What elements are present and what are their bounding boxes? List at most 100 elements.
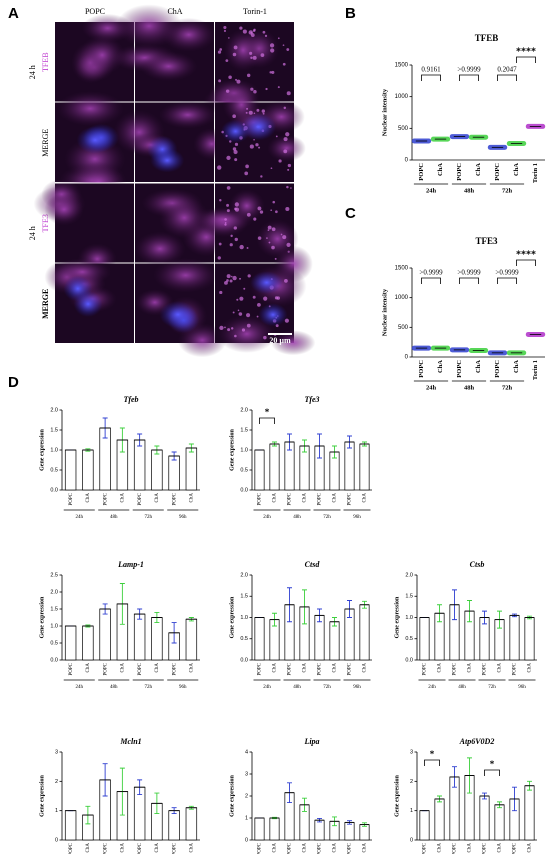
- vesicle: [230, 275, 233, 278]
- cell: [134, 231, 186, 266]
- x-tick-label: ChA: [86, 843, 91, 853]
- x-tick-label: POPC: [172, 842, 177, 854]
- x-tick-label: ChA: [475, 360, 482, 373]
- bar: [344, 822, 355, 841]
- x-tick-label: ChA: [190, 843, 195, 853]
- vesicle: [246, 323, 251, 328]
- vesicle: [249, 144, 254, 149]
- group-label: 24h: [263, 685, 271, 690]
- y-tick-label: 0.0: [240, 657, 248, 663]
- significance-label: >0.9999: [457, 269, 481, 277]
- x-tick-label: POPC: [456, 163, 463, 181]
- bar: [524, 617, 535, 661]
- vesicle: [248, 110, 253, 115]
- y-tick-label: 0.0: [50, 487, 58, 493]
- panel-label: D: [8, 374, 19, 391]
- cell: [56, 91, 124, 127]
- vesicle: [252, 55, 257, 60]
- vesicle: [228, 75, 232, 80]
- significance-label: 0.9161: [421, 66, 441, 74]
- bar: [64, 449, 77, 491]
- x-tick-label: POPC: [103, 842, 108, 854]
- x-tick-label: ChA: [438, 663, 443, 673]
- x-tick-label: POPC: [69, 842, 74, 854]
- vesicle: [230, 327, 234, 330]
- x-tick-label: ChA: [333, 843, 338, 853]
- group-label: 72h: [502, 384, 513, 391]
- panel-label: B: [345, 5, 356, 22]
- bar: [82, 625, 94, 661]
- vesicle: [283, 137, 288, 142]
- vesicle: [270, 167, 273, 170]
- significance-bracket: [459, 277, 479, 284]
- y-tick-label: 3: [410, 749, 413, 755]
- x-tick-label: POPC: [513, 842, 518, 854]
- y-axis-label: Nuclear intensity: [381, 88, 388, 136]
- y-axis-label: Gene expression: [394, 774, 400, 816]
- panel-label: A: [8, 5, 19, 22]
- chart-title: Tfe3: [304, 395, 319, 404]
- significance-label: >0.9999: [495, 269, 519, 277]
- x-tick-label: ChA: [273, 843, 278, 853]
- x-tick-label: ChA: [155, 493, 160, 503]
- vesicle: [255, 143, 259, 147]
- group-label: 96h: [353, 685, 361, 690]
- significance-bracket: [484, 769, 500, 776]
- bar: [419, 810, 430, 841]
- y-axis-label: Gene expression: [394, 596, 400, 638]
- vesicle: [270, 209, 273, 212]
- vesicle: [239, 296, 244, 301]
- row-label: MERGE: [41, 289, 50, 319]
- vesicle: [232, 52, 237, 57]
- vesicle: [229, 279, 233, 283]
- y-tick-label: 2.0: [405, 572, 413, 578]
- y-tick-label: 1.0: [405, 615, 413, 621]
- y-tick-label: 2: [245, 793, 248, 799]
- x-tick-label: ChA: [363, 493, 368, 503]
- vesicle: [224, 218, 227, 221]
- y-tick-label: 2.0: [50, 407, 58, 413]
- x-tick-label: POPC: [172, 492, 177, 505]
- y-axis-label: Gene expression: [39, 428, 45, 470]
- y-tick-label: 0.5: [50, 640, 58, 646]
- y-tick-label: 0: [410, 837, 413, 843]
- vesicle: [271, 245, 275, 250]
- bar: [64, 625, 77, 661]
- vesicle: [267, 225, 272, 230]
- vesicle: [245, 111, 248, 114]
- vesicle: [276, 296, 280, 300]
- vesicle: [234, 237, 238, 242]
- y-tick-label: 1: [410, 808, 413, 814]
- vesicle: [239, 277, 242, 280]
- group-label: 96h: [179, 685, 187, 690]
- vesicle: [228, 37, 230, 39]
- vesicle: [246, 212, 251, 217]
- group-label: 24h: [426, 187, 437, 194]
- vesicle: [224, 280, 228, 285]
- vesicle: [234, 158, 238, 162]
- vesicle: [275, 210, 278, 214]
- group-label: 72h: [323, 685, 331, 690]
- group-label: 48h: [293, 515, 301, 520]
- bar: [479, 795, 490, 841]
- vesicle: [257, 303, 261, 307]
- chart-title: TFE3: [475, 236, 498, 246]
- group-label: 96h: [518, 685, 526, 690]
- x-tick-label: ChA: [303, 663, 308, 673]
- x-tick-label: POPC: [483, 842, 488, 854]
- vesicle: [284, 279, 288, 283]
- y-tick-label: 0.0: [240, 487, 248, 493]
- vesicle: [243, 287, 246, 290]
- vesicle: [219, 199, 222, 202]
- bar: [133, 613, 146, 661]
- vesicle: [252, 295, 256, 299]
- x-tick-label: ChA: [121, 663, 126, 673]
- y-tick-label: 2.0: [240, 407, 248, 413]
- vesicle: [269, 71, 272, 74]
- x-tick-label: ChA: [528, 663, 533, 673]
- bar: [64, 810, 77, 841]
- bar: [254, 449, 265, 491]
- vesicle: [246, 313, 251, 318]
- y-tick-label: 0.0: [50, 657, 58, 663]
